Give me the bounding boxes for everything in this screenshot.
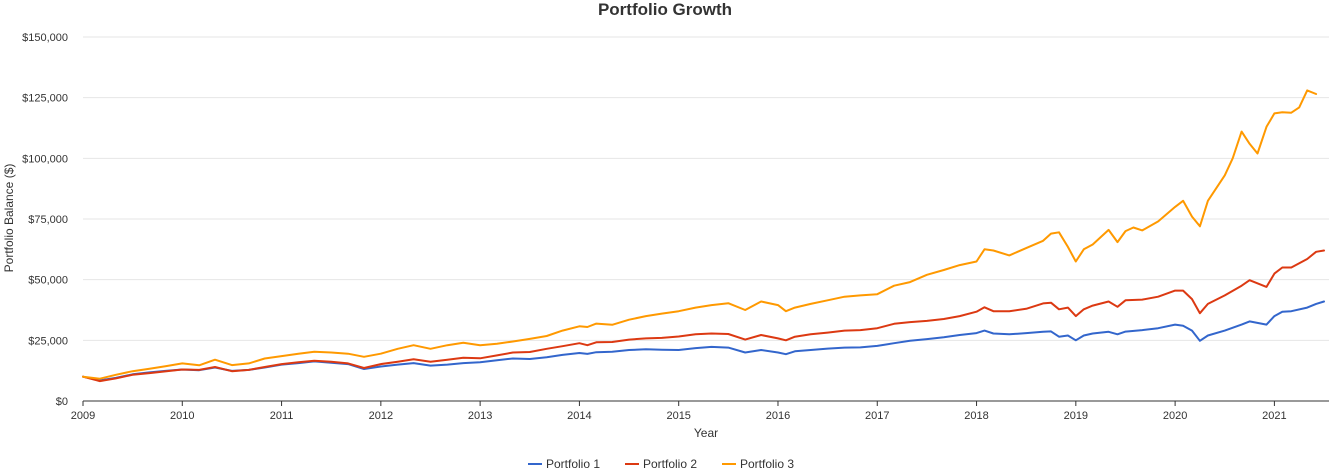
chart-title: Portfolio Growth (598, 0, 732, 19)
x-axis-ticks: 2009 2010 2011 2012 2013 2014 2015 2016 2017 2018… (71, 401, 1287, 422)
x-tick-label: 2016 (766, 410, 790, 422)
x-tick-label: 2012 (369, 410, 393, 422)
y-axis-label: Portfolio Balance ($) (2, 164, 16, 273)
legend-item-portfolio-2[interactable]: Portfolio 2 (625, 457, 697, 471)
y-tick-label: $25,000 (28, 335, 68, 347)
x-tick-label: 2014 (567, 410, 591, 422)
legend-label: Portfolio 1 (546, 457, 600, 471)
series-lines (82, 89, 1325, 383)
x-axis-label: Year (694, 426, 718, 440)
y-tick-label: $75,000 (28, 214, 68, 226)
series-line-portfolio-2 (82, 249, 1325, 383)
legend-label: Portfolio 2 (643, 457, 697, 471)
x-tick-label: 2011 (270, 410, 294, 422)
y-tick-label: $0 (56, 396, 68, 408)
legend-item-portfolio-1[interactable]: Portfolio 1 (528, 457, 600, 471)
x-tick-label: 2019 (1064, 410, 1088, 422)
x-tick-label: 2010 (170, 410, 194, 422)
series-line-portfolio-1 (82, 300, 1325, 382)
legend-label: Portfolio 3 (740, 457, 794, 471)
legend[interactable]: Portfolio 1 Portfolio 2 Portfolio 3 (528, 457, 794, 471)
x-tick-label: 2018 (964, 410, 988, 422)
x-tick-label: 2009 (71, 410, 95, 422)
grid-lines (83, 36, 1329, 341)
y-tick-label: $150,000 (22, 32, 68, 44)
series-line-portfolio-3 (82, 89, 1318, 380)
y-tick-label: $125,000 (22, 93, 68, 105)
y-axis-ticks: $0 $25,000 $50,000 $75,000 $100,000 $125,000 $… (22, 32, 68, 408)
x-tick-label: 2017 (865, 410, 889, 422)
legend-item-portfolio-3[interactable]: Portfolio 3 (722, 457, 794, 471)
x-tick-label: 2013 (468, 410, 492, 422)
y-tick-label: $100,000 (22, 153, 68, 165)
y-tick-label: $50,000 (28, 275, 68, 287)
x-tick-label: 2015 (666, 410, 690, 422)
x-tick-label: 2020 (1163, 410, 1187, 422)
x-tick-label: 2021 (1262, 410, 1286, 422)
